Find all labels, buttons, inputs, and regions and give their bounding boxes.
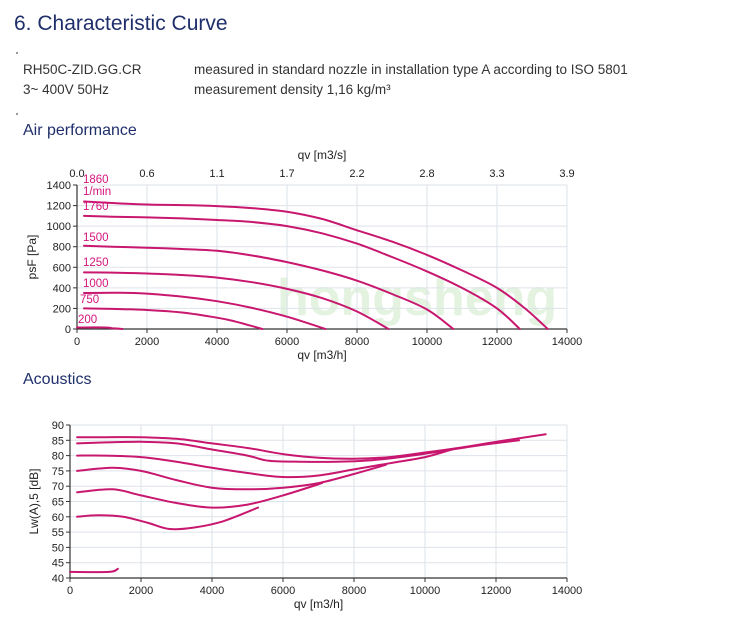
x-tick-label: 10000 bbox=[410, 585, 441, 597]
curve-1000 bbox=[76, 482, 323, 509]
top-x-tick-label: 0.0 bbox=[69, 168, 84, 180]
curve-1500 bbox=[83, 244, 455, 330]
x-tick-label: 2000 bbox=[135, 336, 159, 348]
model-name: RH50C-ZID.GG.CR bbox=[23, 62, 142, 77]
x-tick-label: 0 bbox=[67, 585, 73, 597]
y-tick-label: 1400 bbox=[47, 180, 71, 192]
power-supply: 3~ 400V 50Hz bbox=[23, 82, 109, 97]
x-tick-label: 4000 bbox=[205, 336, 229, 348]
page-title: 6. Characteristic Curve bbox=[14, 12, 228, 35]
top-x-tick-label: 2.2 bbox=[349, 168, 364, 180]
curve-label-1250: 1250 bbox=[83, 257, 109, 269]
x-tick-label: 12000 bbox=[482, 336, 513, 348]
curve-750 bbox=[83, 307, 264, 330]
curve-1760 bbox=[83, 214, 521, 330]
x-tick-label: 10000 bbox=[412, 336, 443, 348]
top-x-tick-label: 2.8 bbox=[419, 168, 434, 180]
x-tick-label: 14000 bbox=[552, 585, 583, 597]
top-x-tick-label: 3.3 bbox=[489, 168, 504, 180]
y-tick-label: 60 bbox=[52, 512, 64, 524]
top-x-tick-label: 1.1 bbox=[209, 168, 224, 180]
y-axis-label: psF [Pa] bbox=[25, 235, 39, 280]
x-tick-label: 8000 bbox=[342, 585, 366, 597]
x-tick-label: 12000 bbox=[481, 585, 512, 597]
density-note: measurement density 1,16 kg/m³ bbox=[194, 82, 391, 97]
y-tick-label: 90 bbox=[52, 420, 64, 432]
y-tick-label: 75 bbox=[52, 466, 64, 478]
top-x-tick-label: 1.7 bbox=[279, 168, 294, 180]
curve-label-1500: 1500 bbox=[83, 232, 109, 244]
curve-750 bbox=[76, 506, 260, 531]
y-tick-label: 1000 bbox=[47, 221, 71, 233]
y-tick-label: 85 bbox=[52, 435, 64, 447]
y-tick-label: 45 bbox=[52, 558, 64, 570]
x-tick-label: 6000 bbox=[271, 585, 295, 597]
top-x-axis-label: qv [m3/s] bbox=[298, 148, 347, 162]
y-tick-label: 40 bbox=[52, 573, 64, 585]
curve-label-1000: 1000 bbox=[83, 278, 109, 290]
y-tick-label: 55 bbox=[52, 527, 64, 539]
x-axis-label: qv [m3/h] bbox=[294, 597, 343, 611]
measurement-note: measured in standard nozzle in installat… bbox=[194, 62, 628, 77]
top-x-tick-label: 0.6 bbox=[139, 168, 154, 180]
y-tick-label: 50 bbox=[52, 542, 64, 554]
x-tick-label: 0 bbox=[74, 336, 80, 348]
y-tick-label: 1200 bbox=[47, 201, 71, 213]
curve-200 bbox=[76, 326, 124, 330]
curve-200 bbox=[69, 567, 119, 574]
x-tick-label: 14000 bbox=[552, 336, 583, 348]
curve-label-750: 750 bbox=[80, 294, 99, 306]
x-axis-label: qv [m3/h] bbox=[297, 348, 346, 362]
speed-unit-label: 1/min bbox=[83, 186, 111, 198]
curve-label-1760: 1760 bbox=[83, 201, 109, 213]
curve-1000 bbox=[83, 291, 327, 330]
y-tick-label: 70 bbox=[52, 481, 64, 493]
bullet-dot bbox=[16, 113, 18, 115]
x-tick-label: 6000 bbox=[275, 336, 299, 348]
y-tick-label: 80 bbox=[52, 451, 64, 463]
curve-label-200: 200 bbox=[78, 314, 97, 326]
x-tick-label: 8000 bbox=[345, 336, 369, 348]
acoustics-chart: 0 2000 4000 6000 8000 10000 12000 14000 40 45 50 55… bbox=[27, 420, 582, 611]
curve-label-1860: 1860 bbox=[83, 174, 109, 186]
curve-1250 bbox=[76, 463, 387, 491]
y-tick-label: 800 bbox=[53, 242, 71, 254]
bullet-dot bbox=[16, 52, 18, 54]
air-performance-heading: Air performance bbox=[23, 122, 137, 139]
top-x-tick-label: 3.9 bbox=[559, 168, 574, 180]
y-tick-label: 400 bbox=[53, 283, 71, 295]
curve-1500 bbox=[76, 448, 453, 479]
y-tick-label: 65 bbox=[52, 497, 64, 509]
y-tick-label: 600 bbox=[53, 262, 71, 274]
acoustics-heading: Acoustics bbox=[23, 371, 92, 388]
y-tick-label: 0 bbox=[65, 324, 71, 336]
curve-1760 bbox=[76, 439, 521, 463]
y-axis-label: Lw(A),5 [dB] bbox=[27, 468, 41, 534]
curve-1250 bbox=[83, 271, 390, 330]
y-tick-label: 200 bbox=[53, 303, 71, 315]
x-tick-label: 4000 bbox=[200, 585, 224, 597]
x-tick-label: 2000 bbox=[129, 585, 153, 597]
curve-1860 bbox=[83, 200, 549, 330]
